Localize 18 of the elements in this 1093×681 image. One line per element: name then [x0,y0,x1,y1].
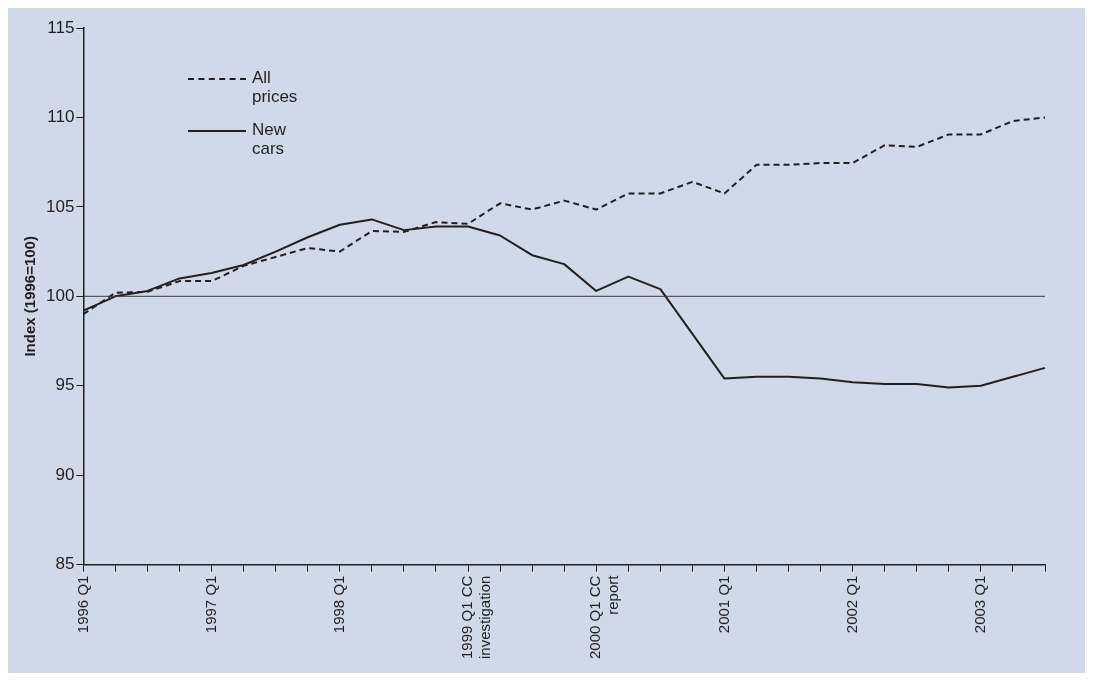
x-tick-label: 1997 Q1 [201,575,219,634]
x-tick-label: 2000 Q1 CC report [586,574,622,659]
y-axis-title: Index (1996=100) [21,236,39,357]
legend-label: All prices [252,68,299,106]
x-tick-label: 1998 Q1 [329,575,347,634]
y-tick-label: 95 [55,375,75,395]
x-tick-label: 2001 Q1 [714,575,732,634]
y-tick-label: 110 [47,107,75,127]
y-tick-label: 85 [55,554,75,574]
x-tick-label: 1996 Q1 [73,575,91,634]
y-tick-label: 105 [45,196,75,216]
legend-label: New cars [252,120,287,158]
y-tick-label: 90 [55,464,75,484]
x-tick-label: 2002 Q1 [842,575,860,634]
y-tick-label: 115 [47,17,75,37]
x-tick-label: 2003 Q1 [971,575,989,634]
y-tick-label: 100 [45,285,75,305]
x-tick-label: 1999 Q1 CC investigation [458,575,494,659]
